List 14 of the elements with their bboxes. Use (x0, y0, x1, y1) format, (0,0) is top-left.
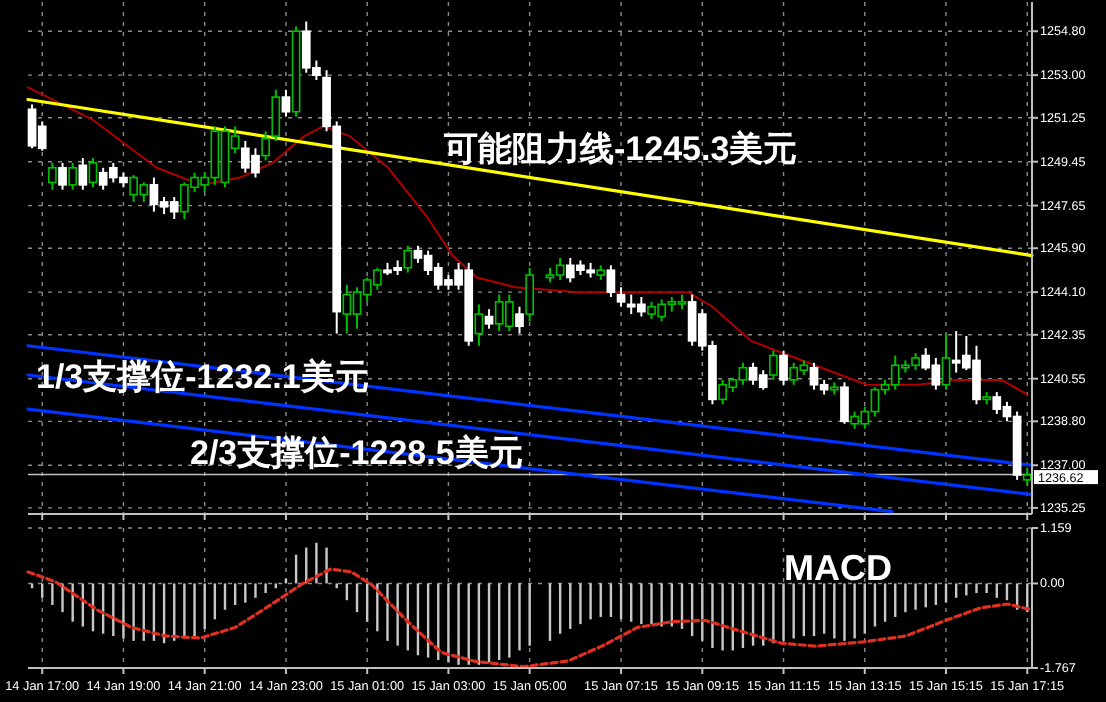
candlestick (840, 381, 849, 425)
candlestick (779, 349, 788, 386)
candlestick (68, 161, 78, 191)
candlestick (48, 161, 57, 191)
candlestick (78, 157, 88, 191)
candlestick (261, 130, 270, 162)
candlestick (271, 88, 281, 142)
candlestick (941, 332, 951, 391)
candlestick (769, 349, 778, 381)
annotation: 可能阻力线-1245.3美元 (442, 130, 798, 168)
candlestick (281, 88, 291, 118)
candlestick (88, 157, 98, 189)
text: MACD (784, 548, 892, 588)
candlestick (58, 161, 67, 191)
